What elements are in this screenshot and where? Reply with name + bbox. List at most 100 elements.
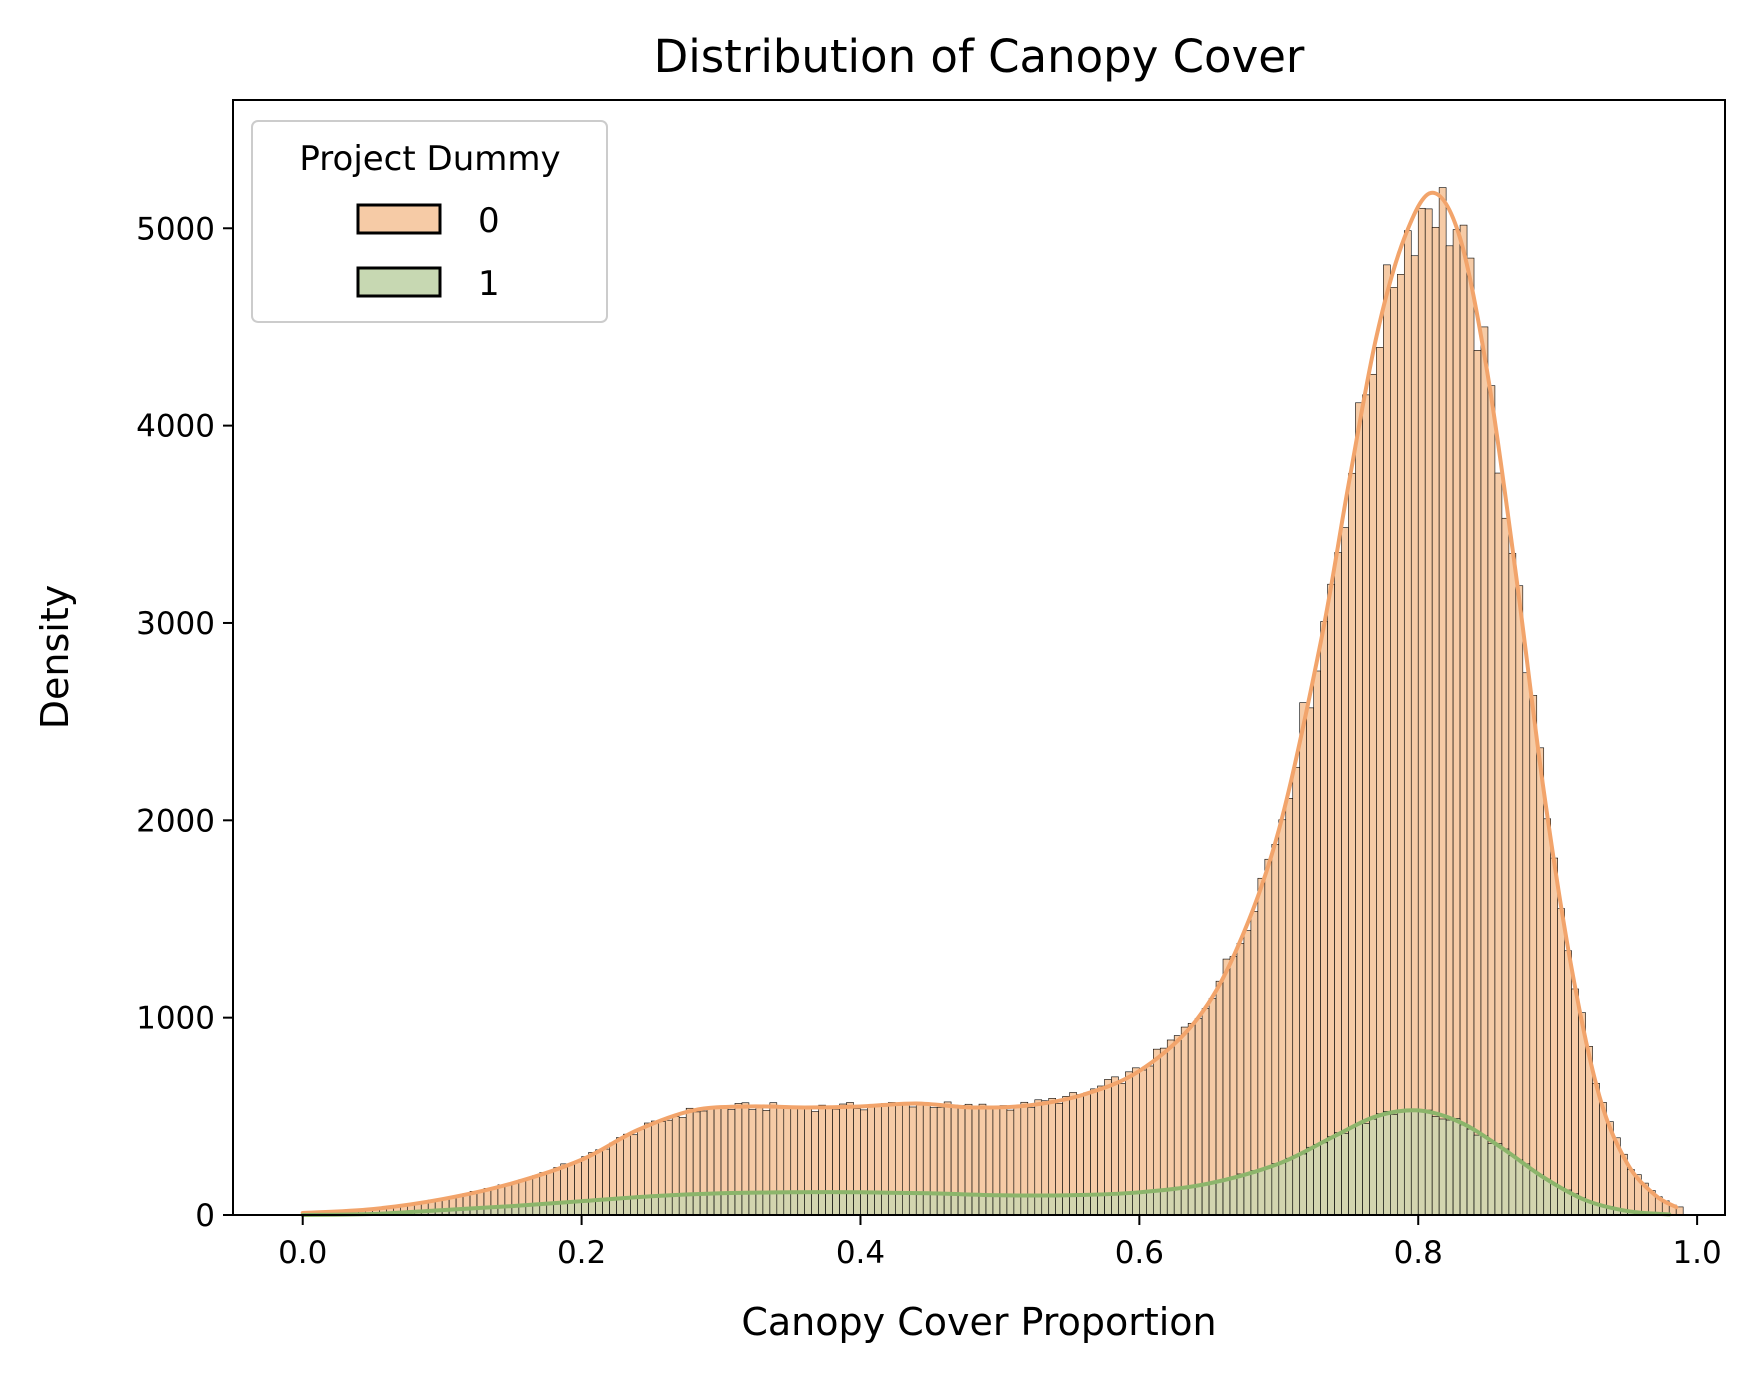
bar-series-0: [1355, 403, 1362, 1215]
bar-series-1: [1035, 1195, 1042, 1215]
bar-series-1: [895, 1192, 902, 1215]
bar-series-0: [1397, 274, 1404, 1215]
series-0-bars: [303, 188, 1683, 1215]
bar-series-0: [1474, 350, 1481, 1215]
bar-series-1: [1028, 1194, 1035, 1215]
bar-series-0: [1404, 231, 1411, 1215]
bar-series-1: [937, 1193, 944, 1215]
bar-series-0: [1509, 553, 1516, 1215]
bar-series-0: [1425, 209, 1432, 1215]
bar-series-1: [1007, 1196, 1014, 1215]
bar-series-1: [1530, 1171, 1537, 1215]
bar-series-0: [1335, 553, 1342, 1215]
x-tick-label: 0.4: [836, 1235, 885, 1271]
bar-series-1: [1446, 1120, 1453, 1215]
bar-series-1: [930, 1193, 937, 1215]
bar-series-1: [721, 1193, 728, 1215]
bar-series-1: [854, 1192, 861, 1215]
bar-series-1: [979, 1195, 986, 1215]
bar-series-0: [1328, 584, 1335, 1215]
x-tick-label: 0.6: [1115, 1235, 1164, 1271]
bar-series-1: [1397, 1112, 1404, 1215]
bar-series-1: [1230, 1177, 1237, 1215]
bar-series-0: [1286, 798, 1293, 1215]
bar-series-1: [1188, 1186, 1195, 1215]
bar-series-0: [1467, 258, 1474, 1215]
bar-series-1: [1418, 1110, 1425, 1215]
bar-series-1: [805, 1192, 812, 1215]
bar-series-1: [1369, 1119, 1376, 1215]
bar-series-1: [874, 1193, 881, 1215]
bar-series-0: [1439, 188, 1446, 1215]
bar-series-1: [1551, 1184, 1558, 1215]
bar-series-1: [1070, 1196, 1077, 1215]
x-tick-label: 1.0: [1672, 1235, 1721, 1271]
bar-series-0: [1537, 748, 1544, 1215]
bar-series-1: [1063, 1195, 1070, 1215]
bar-series-0: [1307, 708, 1314, 1215]
bar-series-1: [1300, 1154, 1307, 1215]
bar-series-1: [1404, 1110, 1411, 1215]
bar-series-1: [1181, 1186, 1188, 1215]
y-tick-label: 5000: [136, 211, 215, 247]
bar-series-1: [658, 1196, 665, 1215]
bar-series-1: [944, 1194, 951, 1215]
y-axis-label: Density: [33, 585, 77, 729]
bar-series-1: [1139, 1192, 1146, 1215]
bar-series-1: [1376, 1114, 1383, 1215]
bar-series-1: [1077, 1195, 1084, 1215]
bar-series-0: [1523, 673, 1530, 1215]
bar-series-1: [1153, 1190, 1160, 1215]
bar-series-1: [1523, 1164, 1530, 1215]
bar-series-0: [1418, 208, 1425, 1215]
bar-series-1: [1362, 1123, 1369, 1215]
bar-series-1: [1042, 1195, 1049, 1215]
bar-series-1: [693, 1194, 700, 1215]
bar-series-1: [847, 1192, 854, 1215]
bar-series-1: [1014, 1196, 1021, 1216]
bar-series-1: [888, 1192, 895, 1215]
bar-series-1: [791, 1192, 798, 1215]
bar-series-1: [1244, 1174, 1251, 1215]
bar-series-0: [1349, 473, 1356, 1215]
bar-series-0: [1530, 695, 1537, 1215]
bar-series-0: [1258, 878, 1265, 1215]
legend-label-0: 0: [478, 201, 500, 241]
bar-series-1: [651, 1196, 658, 1215]
bar-series-1: [798, 1192, 805, 1215]
bar-series-1: [1286, 1158, 1293, 1215]
bar-series-0: [1376, 347, 1383, 1215]
bar-series-0: [1544, 819, 1551, 1215]
bar-series-1: [1335, 1133, 1342, 1215]
legend-swatch-0: [358, 205, 440, 233]
bar-series-1: [686, 1194, 693, 1215]
bar-series-0: [1390, 287, 1397, 1215]
bar-series-1: [777, 1192, 784, 1215]
bar-series-1: [1411, 1110, 1418, 1215]
x-tick-label: 0.2: [557, 1235, 606, 1271]
bar-series-0: [1362, 395, 1369, 1215]
bar-series-1: [1223, 1180, 1230, 1215]
bar-series-1: [700, 1194, 707, 1215]
bar-series-1: [1084, 1194, 1091, 1215]
bar-series-1: [763, 1193, 770, 1215]
bar-series-1: [1098, 1194, 1105, 1215]
bar-series-0: [1342, 528, 1349, 1215]
bar-series-1: [1111, 1194, 1118, 1215]
bar-series-0: [1460, 225, 1467, 1215]
bar-series-1: [1537, 1175, 1544, 1215]
bar-series-0: [1446, 246, 1453, 1215]
bar-series-0: [1293, 767, 1300, 1215]
bar-series-1: [756, 1192, 763, 1215]
bar-series-0: [1558, 909, 1565, 1215]
x-tick-label: 0.0: [278, 1235, 327, 1271]
bar-series-1: [819, 1193, 826, 1215]
bar-series-1: [1293, 1155, 1300, 1215]
bar-series-1: [1265, 1168, 1272, 1215]
bar-series-0: [1481, 327, 1488, 1215]
bar-series-1: [749, 1192, 756, 1215]
bar-series-1: [1167, 1188, 1174, 1215]
bar-series-1: [1481, 1136, 1488, 1215]
bar-series-1: [1251, 1171, 1258, 1215]
